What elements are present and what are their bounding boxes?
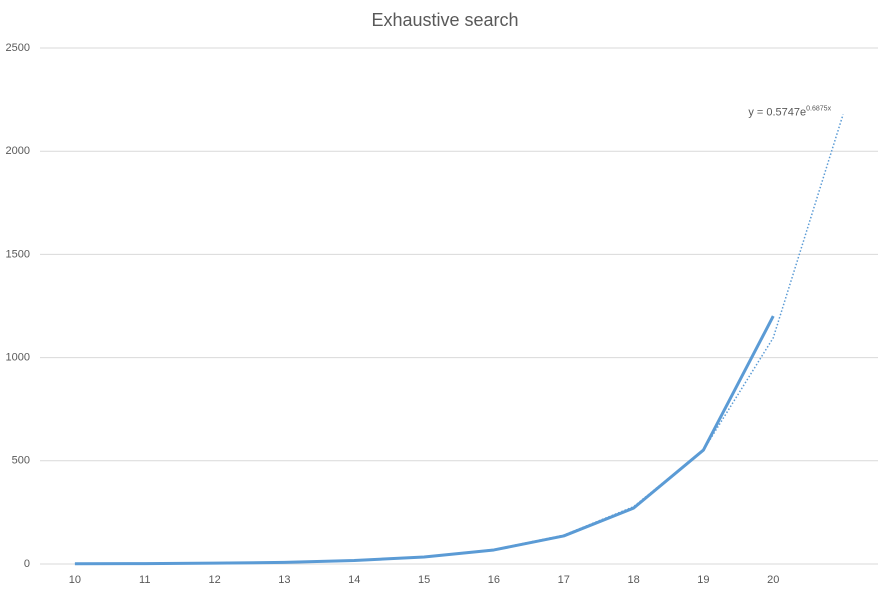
- series-line: [74, 315, 775, 566]
- y-tick-label: 1500: [6, 248, 30, 260]
- x-tick-label: 14: [348, 574, 360, 586]
- y-tick-label: 1000: [6, 352, 30, 364]
- y-tick-label: 0: [24, 558, 30, 570]
- x-tick-label: 15: [418, 574, 430, 586]
- y-tick-label: 2500: [6, 42, 30, 54]
- x-tick-label: 18: [627, 574, 639, 586]
- trendline-equation: y = 0.5747e0.6875x: [748, 105, 831, 118]
- x-tick-label: 16: [488, 574, 500, 586]
- x-tick-label: 20: [767, 574, 779, 586]
- x-tick-label: 11: [139, 574, 150, 586]
- trendline: [74, 114, 844, 565]
- chart-title: Exhaustive search: [371, 10, 518, 30]
- y-tick-label: 500: [12, 455, 30, 467]
- y-tick-label: 2000: [6, 145, 30, 157]
- equation-base: y = 0.5747e: [748, 106, 806, 118]
- x-tick-label: 10: [69, 574, 81, 586]
- x-tick-label: 12: [208, 574, 220, 586]
- x-tick-label: 17: [558, 574, 570, 586]
- x-tick-label: 19: [697, 574, 709, 586]
- equation-exponent: 0.6875x: [806, 105, 831, 112]
- x-tick-label: 13: [278, 574, 290, 586]
